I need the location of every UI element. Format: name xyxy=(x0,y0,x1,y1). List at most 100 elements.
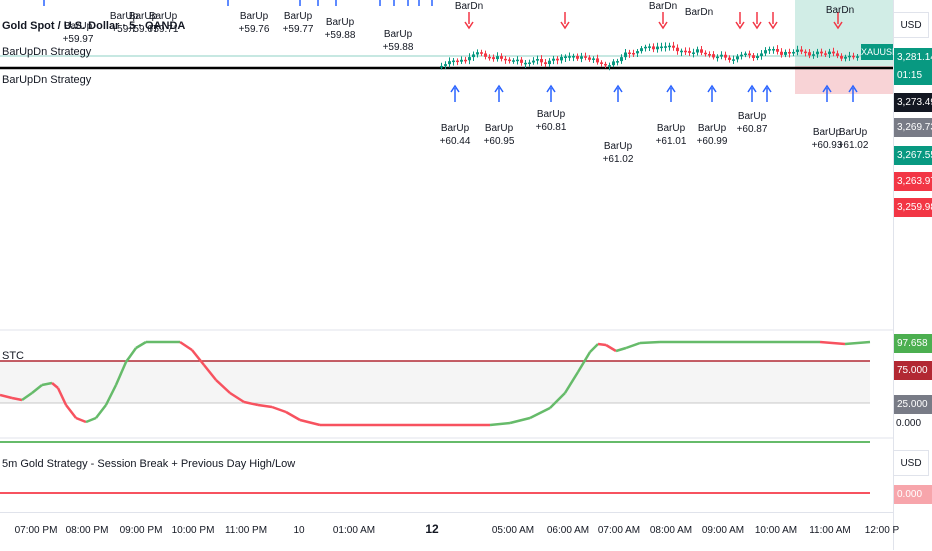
candle xyxy=(700,49,703,53)
chart-canvas[interactable] xyxy=(0,0,893,512)
signal-label-down: BarDn xyxy=(825,5,855,16)
stc-line xyxy=(819,340,846,346)
price-tag: 3,269.737 xyxy=(894,118,932,137)
candle xyxy=(516,59,519,62)
candle xyxy=(632,52,635,55)
candle xyxy=(808,52,811,56)
signal-label-top: BarUp +59.76 xyxy=(238,11,270,35)
signal-label-bottom: BarUp +61.01 xyxy=(655,123,687,147)
signal-label-bottom: BarUp +60.95 xyxy=(483,123,515,147)
candle xyxy=(664,46,667,48)
candle xyxy=(728,57,731,60)
time-axis[interactable]: 07:00 PM 08:00 PM 09:00 PM 10:00 PM 11:00 PM… xyxy=(0,512,899,551)
candle xyxy=(540,59,543,63)
candle xyxy=(684,50,687,53)
gold-currency-button[interactable]: USD xyxy=(893,450,929,476)
stc-line xyxy=(271,405,287,414)
candle xyxy=(788,51,791,54)
time-label: 11:00 PM xyxy=(224,525,268,536)
stc-value-tag: 97.658 xyxy=(894,334,932,353)
time-label: 09:00 PM xyxy=(119,525,163,536)
stc-line xyxy=(563,371,580,394)
candle xyxy=(512,60,515,62)
stc-line xyxy=(21,391,33,402)
stc-value-tag: 75.000 xyxy=(894,361,932,380)
candle xyxy=(836,53,839,56)
candle xyxy=(572,55,575,58)
signal-label-top: BarUp +59.71 xyxy=(147,11,179,35)
stc-line xyxy=(529,406,551,420)
stc-legend[interactable]: STC xyxy=(2,350,24,362)
signal-label-top: BarUp +59.67 xyxy=(127,11,159,35)
candle xyxy=(564,56,567,59)
stop-loss-zone xyxy=(795,66,893,94)
stc-line xyxy=(844,340,871,346)
stc-line xyxy=(124,347,138,363)
time-label: 12:00 P xyxy=(864,525,900,536)
candle xyxy=(748,53,751,56)
signal-label-top: BarUp +59.88 xyxy=(324,17,356,41)
candle xyxy=(484,53,487,57)
signal-label-bottom: BarUp +60.93 xyxy=(811,127,843,151)
candle xyxy=(768,49,771,51)
stc-line xyxy=(203,364,217,381)
candle xyxy=(772,49,775,51)
candle xyxy=(444,64,447,66)
buy-arrow-head xyxy=(762,84,772,93)
buy-arrow-head xyxy=(747,84,757,93)
candle xyxy=(828,51,831,55)
candle xyxy=(608,65,611,67)
signal-label-down: BarDn xyxy=(684,7,714,18)
candle xyxy=(756,56,759,59)
candle xyxy=(720,54,723,57)
signal-label-top: BarUp +59.88 xyxy=(382,29,414,53)
candle xyxy=(820,51,823,54)
candle xyxy=(856,56,859,58)
symbol-title[interactable]: Gold Spot / U.S. Dollar · 5 · OANDA xyxy=(2,20,186,32)
price-tag: 3,281.140 xyxy=(894,48,932,67)
stc-line xyxy=(285,410,301,422)
candle xyxy=(584,56,587,58)
price-tag: 3,267.557 xyxy=(894,146,932,165)
candle xyxy=(644,46,647,49)
candle xyxy=(648,46,651,48)
sell-arrow-head xyxy=(768,21,778,30)
signal-label-bottom: BarUp +60.81 xyxy=(535,109,567,133)
candle xyxy=(448,61,451,65)
candle xyxy=(652,46,655,50)
candle xyxy=(600,62,603,64)
buy-arrow-head xyxy=(848,84,858,93)
candle xyxy=(724,54,727,58)
strategy-legend-2[interactable]: BarUpDn Strategy xyxy=(2,74,92,86)
signal-label-bottom: BarUp +60.87 xyxy=(736,111,768,135)
sell-arrow-head xyxy=(735,21,745,30)
candle xyxy=(848,55,851,58)
buy-arrow-head xyxy=(666,84,676,93)
candle xyxy=(744,53,747,56)
candle xyxy=(504,58,507,61)
stc-line xyxy=(0,393,13,400)
candle xyxy=(536,59,539,61)
gold-strategy-legend[interactable]: 5m Gold Strategy - Session Break + Previ… xyxy=(2,458,296,470)
candle xyxy=(480,52,483,54)
candle xyxy=(452,60,455,63)
candle xyxy=(460,59,463,62)
candle xyxy=(844,56,847,59)
candle xyxy=(568,56,571,58)
stc-line xyxy=(615,346,627,353)
buy-arrow-head xyxy=(546,84,556,93)
stc-band xyxy=(0,361,870,403)
buy-arrow-head xyxy=(613,84,623,93)
signal-label-top: BarUp +59.97 xyxy=(62,21,94,45)
stc-line xyxy=(549,392,566,409)
candle xyxy=(804,51,807,54)
candle xyxy=(556,58,559,61)
price-tag: 3,263.974 xyxy=(894,172,932,191)
stc-line xyxy=(625,341,641,350)
stc-line xyxy=(639,340,661,345)
candle xyxy=(576,55,579,59)
currency-button[interactable]: USD xyxy=(893,12,929,38)
candle xyxy=(704,52,707,55)
stc-line xyxy=(215,379,231,394)
strategy-legend[interactable]: BarUpDn Strategy xyxy=(2,46,92,58)
